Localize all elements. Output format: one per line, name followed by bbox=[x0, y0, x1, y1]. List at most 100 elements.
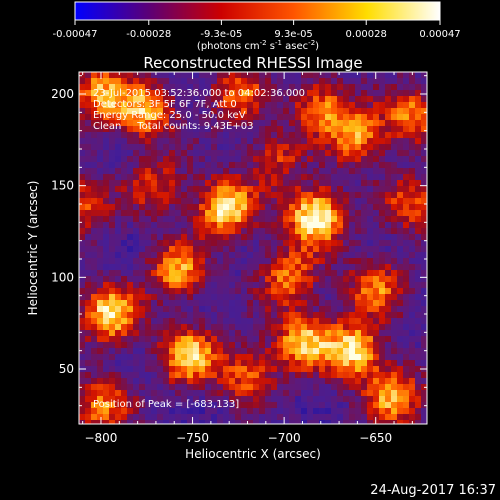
heatmap-cell bbox=[415, 204, 422, 211]
heatmap-cell bbox=[109, 186, 116, 193]
heatmap-cell bbox=[193, 246, 200, 253]
heatmap-cell bbox=[169, 204, 176, 211]
heatmap-cell bbox=[331, 234, 338, 241]
heatmap-cell bbox=[139, 96, 146, 103]
heatmap-cell bbox=[247, 270, 254, 277]
heatmap-cell bbox=[391, 234, 398, 241]
heatmap-cell bbox=[169, 144, 176, 151]
heatmap-cell bbox=[331, 114, 338, 121]
heatmap-cell bbox=[85, 174, 92, 181]
heatmap-cell bbox=[187, 228, 194, 235]
heatmap-cell bbox=[187, 192, 194, 199]
heatmap-cell bbox=[217, 228, 224, 235]
heatmap-cell bbox=[289, 246, 296, 253]
heatmap-cell bbox=[355, 300, 362, 307]
heatmap-cell bbox=[343, 234, 350, 241]
heatmap-cell bbox=[265, 198, 272, 205]
heatmap-cell bbox=[79, 186, 86, 193]
heatmap-cell bbox=[271, 390, 278, 397]
heatmap-cell bbox=[151, 270, 158, 277]
heatmap-cell bbox=[133, 360, 140, 367]
heatmap-cell bbox=[385, 390, 392, 397]
heatmap-cell bbox=[307, 84, 314, 91]
heatmap-cell bbox=[397, 258, 404, 265]
heatmap-cell bbox=[235, 300, 242, 307]
heatmap-cell bbox=[91, 372, 98, 379]
heatmap-cell bbox=[319, 294, 326, 301]
heatmap-cell bbox=[373, 120, 380, 127]
heatmap-cell bbox=[109, 102, 116, 109]
heatmap-cell bbox=[391, 264, 398, 271]
heatmap-cell bbox=[403, 372, 410, 379]
heatmap-cell bbox=[247, 156, 254, 163]
heatmap-cell bbox=[133, 324, 140, 331]
heatmap-cell bbox=[133, 390, 140, 397]
heatmap-cell bbox=[217, 318, 224, 325]
heatmap-cell bbox=[205, 342, 212, 349]
heatmap-cell bbox=[397, 144, 404, 151]
heatmap-cell bbox=[301, 72, 308, 79]
heatmap-cell bbox=[331, 102, 338, 109]
heatmap-cell bbox=[199, 138, 206, 145]
heatmap-cell bbox=[409, 126, 416, 133]
heatmap-cell bbox=[175, 96, 182, 103]
heatmap-cell bbox=[163, 78, 170, 85]
heatmap-cell bbox=[337, 108, 344, 115]
heatmap-cell bbox=[217, 126, 224, 133]
heatmap-cell bbox=[91, 234, 98, 241]
heatmap-cell bbox=[217, 168, 224, 175]
heatmap-cell bbox=[247, 144, 254, 151]
heatmap-cell bbox=[109, 138, 116, 145]
heatmap-cell bbox=[79, 108, 86, 115]
heatmap-cell bbox=[121, 330, 128, 337]
heatmap-cell bbox=[385, 186, 392, 193]
heatmap-cell bbox=[253, 150, 260, 157]
heatmap-cell bbox=[97, 174, 104, 181]
heatmap-cell bbox=[241, 276, 248, 283]
heatmap-cell bbox=[295, 84, 302, 91]
heatmap-cell bbox=[301, 144, 308, 151]
heatmap-cell bbox=[421, 180, 427, 187]
heatmap-cell bbox=[283, 402, 290, 409]
heatmap-cell bbox=[415, 312, 422, 319]
heatmap-cell bbox=[379, 270, 386, 277]
heatmap-cell bbox=[247, 216, 254, 223]
heatmap-cell bbox=[385, 120, 392, 127]
heatmap-cell bbox=[421, 132, 427, 139]
heatmap-cell bbox=[343, 408, 350, 415]
heatmap-cell bbox=[271, 156, 278, 163]
heatmap-cell bbox=[235, 222, 242, 229]
heatmap-cell bbox=[301, 378, 308, 385]
heatmap-cell bbox=[91, 300, 98, 307]
heatmap-cell bbox=[265, 396, 272, 403]
heatmap-cell bbox=[361, 270, 368, 277]
heatmap-cell bbox=[367, 396, 374, 403]
heatmap-cell bbox=[283, 222, 290, 229]
heatmap-cell bbox=[271, 108, 278, 115]
heatmap-cell bbox=[355, 288, 362, 295]
heatmap-cell bbox=[385, 402, 392, 409]
heatmap-cell bbox=[403, 360, 410, 367]
heatmap-cell bbox=[415, 216, 422, 223]
heatmap-cell bbox=[421, 246, 427, 253]
heatmap-cell bbox=[331, 96, 338, 103]
heatmap-cell bbox=[337, 408, 344, 415]
heatmap-cell bbox=[223, 360, 230, 367]
heatmap-cell bbox=[349, 282, 356, 289]
heatmap-cell bbox=[133, 372, 140, 379]
heatmap-cell bbox=[103, 318, 110, 325]
colorbar-units: (photons cm-2 s-1 asec-2) bbox=[197, 39, 319, 52]
heatmap-cell bbox=[355, 84, 362, 91]
heatmap-cell bbox=[175, 222, 182, 229]
heatmap-cell bbox=[187, 114, 194, 121]
heatmap-cell bbox=[325, 156, 332, 163]
heatmap-cell bbox=[91, 72, 98, 79]
heatmap-cell bbox=[349, 366, 356, 373]
heatmap-cell bbox=[211, 132, 218, 139]
heatmap-cell bbox=[265, 330, 272, 337]
heatmap-cell bbox=[313, 270, 320, 277]
heatmap-cell bbox=[157, 144, 164, 151]
heatmap-cell bbox=[409, 186, 416, 193]
heatmap-cell bbox=[205, 216, 212, 223]
heatmap-cell bbox=[151, 120, 158, 127]
